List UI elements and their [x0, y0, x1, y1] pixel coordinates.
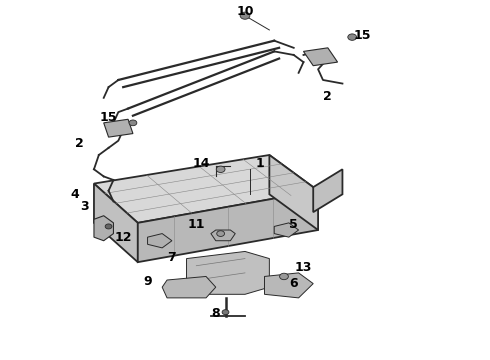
Circle shape [129, 120, 137, 126]
Text: 5: 5 [290, 218, 298, 231]
Text: 4: 4 [70, 188, 79, 201]
Polygon shape [94, 184, 138, 262]
Text: 3: 3 [80, 200, 89, 213]
Text: 2: 2 [323, 90, 332, 103]
Circle shape [222, 310, 229, 315]
Text: 9: 9 [143, 275, 152, 288]
Text: 10: 10 [236, 5, 254, 18]
Polygon shape [303, 48, 338, 66]
Text: 13: 13 [295, 261, 312, 274]
Circle shape [240, 12, 250, 19]
Circle shape [216, 166, 225, 172]
Text: 12: 12 [115, 231, 132, 244]
Polygon shape [94, 216, 114, 241]
Text: 15: 15 [100, 111, 117, 124]
Text: 15: 15 [353, 29, 370, 42]
Text: 14: 14 [193, 157, 210, 170]
Circle shape [348, 34, 357, 40]
Circle shape [280, 273, 288, 280]
Text: 6: 6 [290, 277, 298, 290]
Polygon shape [211, 230, 235, 241]
Text: 11: 11 [188, 218, 205, 231]
Polygon shape [138, 191, 318, 262]
Polygon shape [94, 155, 318, 223]
Polygon shape [270, 155, 318, 230]
Polygon shape [104, 119, 133, 137]
Polygon shape [265, 273, 313, 298]
Text: 1: 1 [255, 157, 264, 170]
Circle shape [105, 224, 112, 229]
Text: 2: 2 [75, 137, 84, 150]
Text: 7: 7 [168, 251, 176, 264]
Polygon shape [162, 276, 216, 298]
Polygon shape [147, 234, 172, 248]
Text: 8: 8 [212, 307, 220, 320]
Circle shape [217, 231, 224, 237]
Polygon shape [313, 169, 343, 212]
Polygon shape [274, 223, 298, 237]
Polygon shape [187, 251, 270, 294]
